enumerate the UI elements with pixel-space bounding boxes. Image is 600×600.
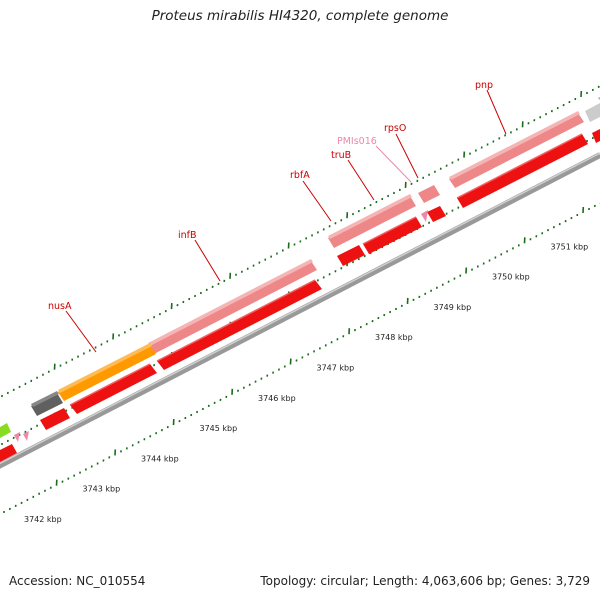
upper-tick-row [1, 85, 600, 398]
feature-green [0, 423, 11, 438]
accession-text: Accession: NC_010554 [9, 574, 146, 588]
scale-label: 3742 kbp [24, 515, 62, 524]
cds-rbfA [328, 196, 416, 248]
scale-label: 3744 kbp [141, 454, 179, 463]
cds-red-5 [363, 217, 422, 254]
line-pnp [486, 89, 507, 135]
gene-label-infB: infB [178, 230, 197, 241]
misc-pink-1 [14, 432, 20, 442]
scale-label: 3747 kbp [317, 364, 355, 373]
cds-red-4 [337, 245, 365, 266]
cds-red-1 [40, 408, 70, 430]
scale-label: 3749 kbp [434, 303, 472, 312]
cds-red-2 [70, 364, 157, 414]
genome-summary-text: Topology: circular; Length: 4,063,606 bp… [260, 574, 590, 588]
line-infB [194, 239, 221, 282]
scale-label: 3751 kbp [551, 242, 589, 251]
trna-grey [31, 393, 63, 416]
gene-labels: nusA infB rbfA truB PMIs016 rpsO pnp [48, 80, 493, 312]
scale-labels: 3742 kbp 3743 kbp 3744 kbp 3745 kbp 3746 kbp… [24, 242, 588, 524]
line-nusA [65, 310, 97, 353]
cds-red-6 [427, 206, 446, 222]
cds-nusA-region [148, 261, 317, 354]
gene-label-rpsO: rpsO [384, 123, 406, 134]
scale-label: 3750 kbp [492, 273, 530, 282]
rrna-orange [58, 345, 156, 401]
line-truB [347, 159, 375, 201]
reverse-strand-features [0, 129, 600, 462]
cds-red-left [0, 444, 17, 462]
cds-red-3 [157, 280, 322, 370]
cds-rpsO [418, 185, 440, 203]
cds-pnp [449, 113, 584, 188]
line-rpsO [395, 133, 419, 179]
gene-label-nusA: nusA [48, 301, 72, 312]
line-rbfA [302, 180, 332, 222]
scale-tick-row [3, 202, 600, 514]
cds-red-8 [592, 129, 600, 143]
forward-strand-features [148, 97, 600, 354]
map-title: Proteus mirabilis HI4320, complete genom… [151, 8, 449, 24]
gene-label-PMIs016: PMIs016 [337, 136, 377, 147]
label-lines [65, 89, 507, 353]
backbone [0, 152, 600, 469]
gene-label-rbfA: rbfA [290, 170, 310, 181]
scale-label: 3745 kbp [200, 424, 238, 433]
gene-label-truB: truB [331, 150, 351, 161]
cds-red-7 [457, 134, 588, 208]
misc-pink-3 [421, 210, 428, 222]
line-PMIs016 [375, 145, 412, 183]
cds-grey [585, 103, 600, 122]
scale-label: 3748 kbp [375, 333, 413, 342]
scale-label: 3746 kbp [258, 394, 296, 403]
scale-label: 3743 kbp [83, 485, 121, 494]
misc-pink-2 [23, 431, 29, 441]
gene-label-pnp: pnp [475, 80, 493, 91]
rna-features [0, 343, 156, 438]
